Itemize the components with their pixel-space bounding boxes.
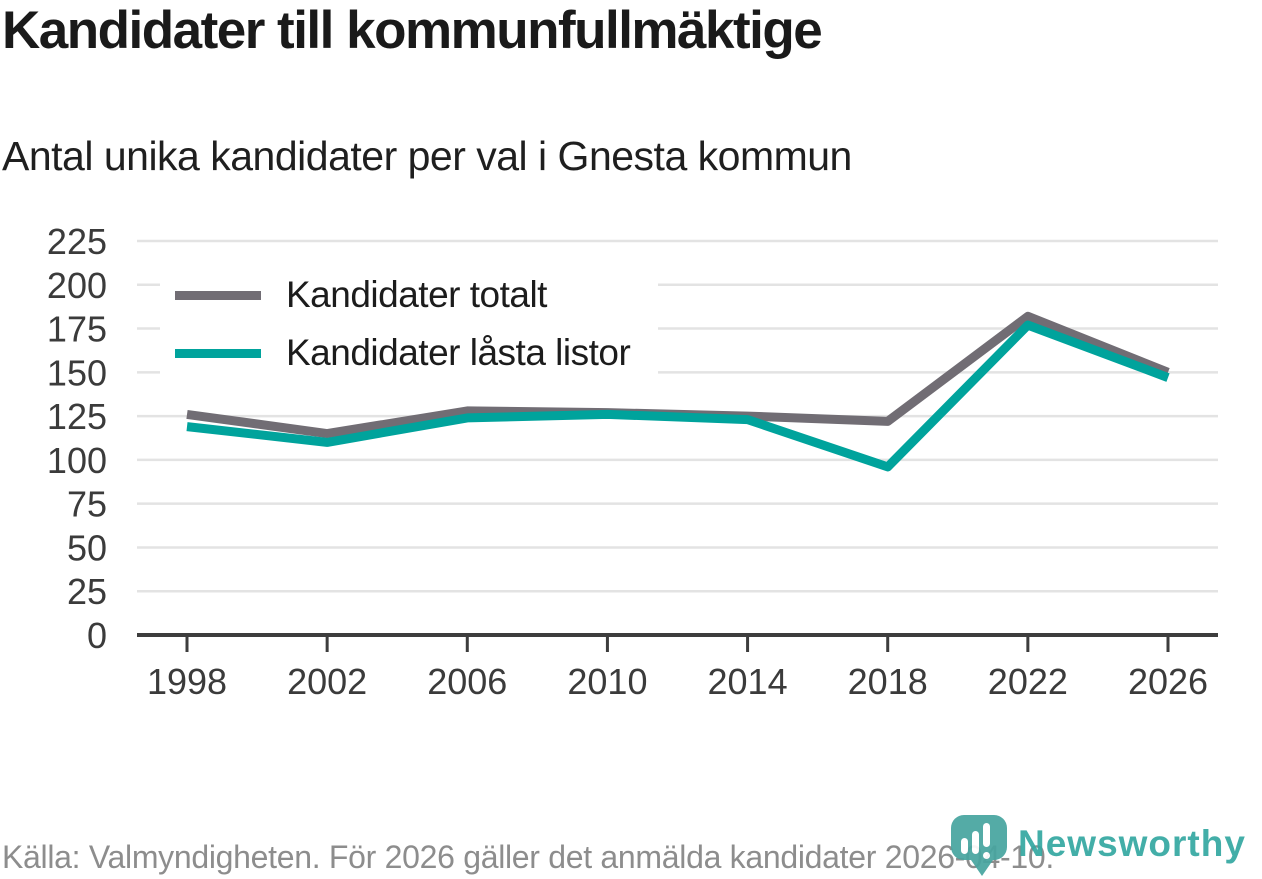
y-axis-label: 200	[47, 265, 107, 306]
newsworthy-logo-icon	[951, 815, 1007, 876]
legend-swatch-kandidater-totalt	[175, 290, 261, 300]
x-axis-label: 2022	[988, 661, 1068, 702]
y-axis-label: 50	[67, 527, 107, 568]
x-axis-label: 2002	[287, 661, 367, 702]
page-title: Kandidater till kommunfullmäktige	[2, 1, 823, 60]
y-axis-label: 100	[47, 440, 107, 481]
x-axis-label: 2010	[567, 661, 647, 702]
chart-subtitle: Antal unika kandidater per val i Gnesta …	[2, 133, 852, 179]
newsworthy-wordmark: Newsworthy	[1018, 823, 1246, 864]
x-axis-label: 2014	[708, 661, 788, 702]
y-axis-label: 150	[47, 352, 107, 393]
newsworthy-logo: Newsworthy	[948, 812, 1246, 878]
series-line-kandidater-l-sta-listor	[186, 320, 1170, 472]
legend-swatch-kandidater-lasta-listor	[175, 348, 261, 358]
y-axis-label: 225	[47, 221, 107, 262]
x-axis-label: 2026	[1128, 661, 1208, 702]
y-axis-label: 75	[67, 484, 107, 525]
x-axis-label: 1998	[147, 661, 227, 702]
legend-label-kandidater-totalt: Kandidater totalt	[286, 274, 547, 315]
y-axis-label: 125	[47, 396, 107, 437]
y-axis-label: 175	[47, 309, 107, 350]
x-axis-label: 2018	[848, 661, 928, 702]
legend-item-kandidater-totalt: Kandidater totalt	[160, 266, 658, 324]
y-axis-label: 0	[87, 615, 107, 656]
source-note: Källa: Valmyndigheten. För 2026 gäller d…	[2, 839, 1054, 875]
legend-item-kandidater-lasta-listor: Kandidater låsta listor	[160, 324, 658, 382]
x-axis-label: 2006	[427, 661, 507, 702]
legend-label-kandidater-lasta-listor: Kandidater låsta listor	[286, 332, 631, 373]
y-axis-label: 25	[67, 571, 107, 612]
legend: Kandidater totalt Kandidater låsta listo…	[160, 266, 658, 382]
